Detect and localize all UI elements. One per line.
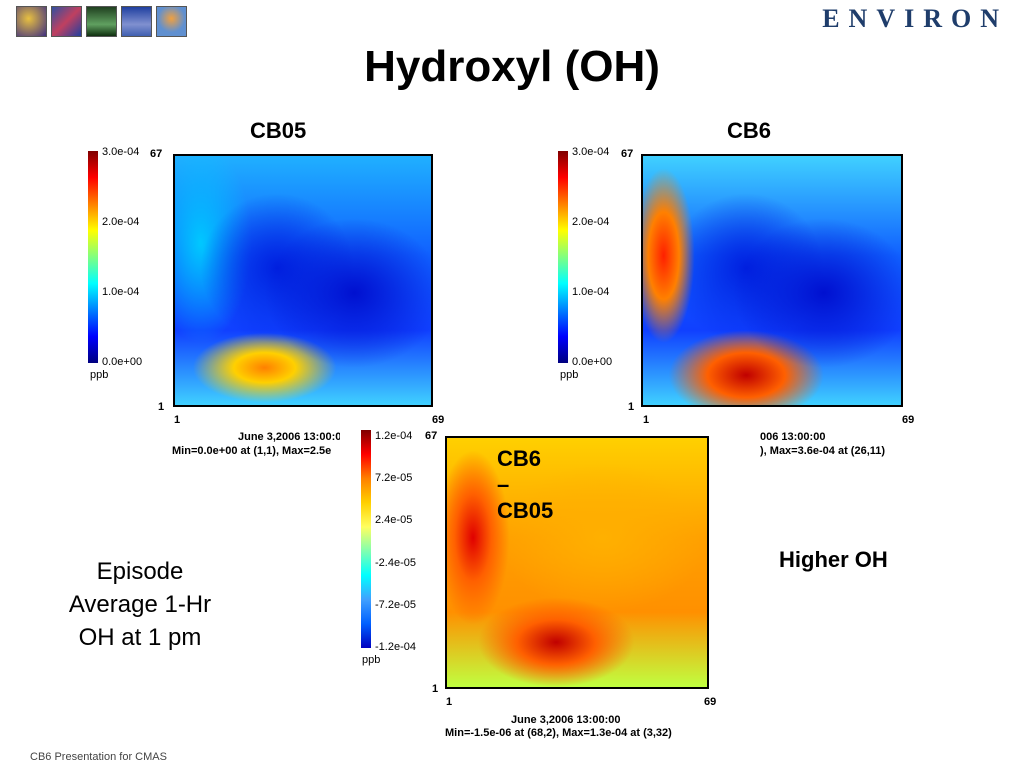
y-axis-top: 67	[150, 148, 163, 160]
episode-note-line: Episode	[96, 558, 184, 585]
logo-tile	[156, 6, 187, 37]
x-axis-left: 1	[643, 414, 650, 426]
y-axis-bottom: 1	[158, 401, 165, 413]
x-axis-right: 69	[902, 414, 915, 426]
colorbar-unit: ppb	[362, 654, 381, 666]
plot-caption: Min=0.0e+00 at (1,1), Max=2.5e	[172, 445, 332, 457]
panel-title-difference: CB6 – CB05	[497, 446, 554, 523]
colorbar-tick: 1.0e-04	[102, 286, 140, 298]
panel-title-cb6: CB6	[727, 118, 772, 143]
episode-note: Episode Average 1-Hr OH at 1 pm	[40, 555, 240, 654]
page-title: Hydroxyl (OH)	[364, 42, 660, 91]
logo-tile	[121, 6, 152, 37]
episode-note-line: Average 1-Hr	[68, 591, 212, 618]
colorbar-unit: ppb	[560, 369, 579, 381]
colorbar-tick: 1.2e-04	[375, 430, 413, 442]
colorbar-cb05	[88, 151, 98, 363]
colorbar-tick: 2.0e-04	[572, 216, 610, 228]
colorbar-difference	[361, 430, 371, 648]
environ-logo: ENVIRON	[822, 4, 1008, 33]
x-axis-left: 1	[446, 696, 453, 708]
plot-caption: ), Max=3.6e-04 at (26,11)	[760, 445, 886, 457]
colorbar-tick: 7.2e-05	[375, 472, 413, 484]
logo-tile	[16, 6, 47, 37]
higher-oh-note: Higher OH	[779, 547, 888, 572]
footer-text: CB6 Presentation for CMAS	[30, 751, 167, 763]
colorbar-tick: 0.0e+00	[572, 356, 613, 368]
map-difference	[445, 436, 709, 689]
logo-tile	[51, 6, 82, 37]
map-cb6	[641, 154, 903, 407]
colorbar-tick: 3.0e-04	[572, 146, 610, 158]
colorbar-tick: 3.0e-04	[102, 146, 140, 158]
colorbar-unit: ppb	[90, 369, 109, 381]
colorbar-tick: 2.0e-04	[102, 216, 140, 228]
y-axis-bottom: 1	[628, 401, 635, 413]
colorbar-tick: 0.0e+00	[102, 356, 143, 368]
colorbar-tick: -7.2e-05	[375, 599, 416, 611]
x-axis-right: 69	[704, 696, 717, 708]
y-axis-bottom: 1	[432, 683, 439, 695]
panel-title-cb05: CB05	[250, 118, 307, 143]
x-axis-right: 69	[432, 414, 445, 426]
y-axis-top: 67	[425, 430, 438, 442]
colorbar-tick: 1.0e-04	[572, 286, 610, 298]
episode-note-line: OH at 1 pm	[78, 624, 202, 651]
plot-caption: 006 13:00:00	[760, 431, 826, 443]
x-axis-left: 1	[174, 414, 181, 426]
colorbar-tick: -1.2e-04	[375, 641, 416, 653]
y-axis-top: 67	[621, 148, 634, 160]
plot-caption: June 3,2006 13:00:00	[511, 714, 621, 726]
partner-logos	[16, 6, 187, 37]
colorbar-tick: 2.4e-05	[375, 514, 413, 526]
colorbar-tick: -2.4e-05	[375, 557, 416, 569]
colorbar-cb6	[558, 151, 568, 363]
map-cb05	[173, 154, 433, 407]
plot-caption: June 3,2006 13:00:0	[238, 431, 342, 443]
plot-caption: Min=-1.5e-06 at (68,2), Max=1.3e-04 at (…	[445, 727, 672, 739]
logo-tile	[86, 6, 117, 37]
